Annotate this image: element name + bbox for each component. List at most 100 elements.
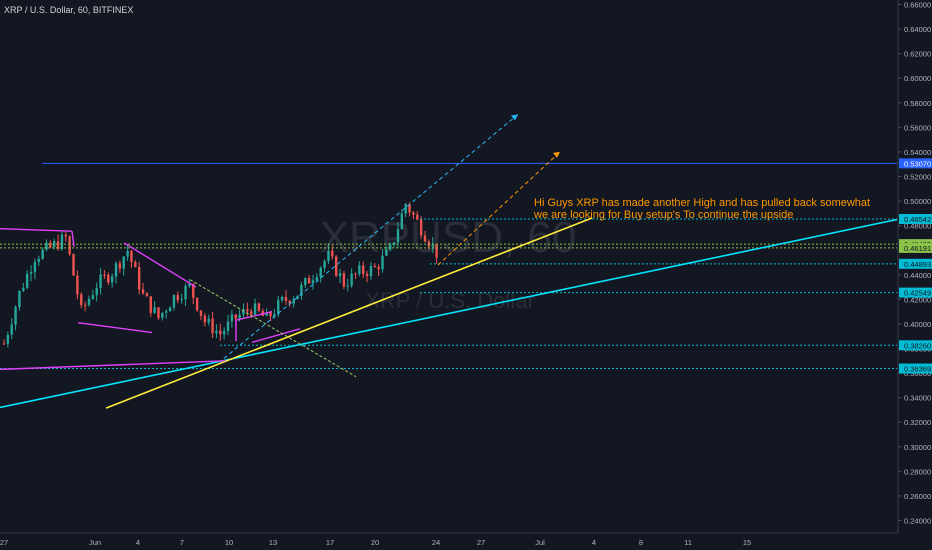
magenta-pattern-line[interactable] <box>0 228 73 232</box>
candle-body <box>107 274 110 283</box>
candle-body <box>358 265 361 274</box>
price-axis-bg[interactable] <box>898 0 932 550</box>
candle-body <box>423 235 427 242</box>
drawings[interactable] <box>0 114 898 409</box>
y-tick-label: 0.56000 <box>904 123 931 132</box>
y-tick-label: 0.30000 <box>904 443 931 452</box>
candle-body <box>219 330 222 335</box>
arrowhead-icon <box>511 114 518 121</box>
candle-body <box>184 286 187 300</box>
price-tag-label: 0.44893 <box>904 260 931 269</box>
candle-body <box>211 318 214 334</box>
candle-body <box>230 314 234 322</box>
y-tick-label: 0.28000 <box>904 467 931 476</box>
y-tick-label: 0.48000 <box>904 222 931 231</box>
candle-body <box>18 290 21 308</box>
candle-body <box>257 303 261 311</box>
candle-body <box>385 249 388 256</box>
candle-body <box>389 244 392 250</box>
y-tick-label: 0.34000 <box>904 394 931 403</box>
candle-body <box>130 250 133 263</box>
candle-body <box>145 293 149 297</box>
magenta-pattern-line[interactable] <box>251 328 301 344</box>
y-tick-label: 0.64000 <box>904 25 931 34</box>
y-tick-label: 0.44000 <box>904 271 931 280</box>
candle-body <box>114 263 118 277</box>
candle-body <box>60 234 64 250</box>
candle-body <box>157 307 160 318</box>
x-tick-label: 10 <box>225 538 233 547</box>
candle-body <box>103 274 106 276</box>
candle-body <box>153 307 156 313</box>
arrowhead-icon <box>553 151 560 158</box>
y-tick-label: 0.24000 <box>904 517 931 526</box>
candle-body <box>250 311 253 315</box>
y-tick-label: 0.66000 <box>904 1 931 10</box>
candle-body <box>68 236 71 255</box>
annotation-line-2: we are looking for Buy setup's To contin… <box>534 209 794 221</box>
candle-body <box>118 263 122 269</box>
magenta-pattern-line[interactable] <box>0 360 226 371</box>
candle-body <box>141 289 145 294</box>
candle-body <box>315 277 319 281</box>
x-tick-label: 27 <box>0 538 8 547</box>
green-dashed-line[interactable] <box>189 279 357 378</box>
candle-body <box>342 273 346 287</box>
yellow-trendline[interactable] <box>105 217 593 409</box>
candle-body <box>165 311 168 313</box>
candle-body <box>25 273 29 288</box>
candle-body <box>10 324 13 335</box>
y-tick-label: 0.26000 <box>904 492 931 501</box>
time-axis-bg[interactable] <box>0 533 932 550</box>
candle-body <box>2 343 6 345</box>
annotation-line-1: Hi Guys XRP has made another High and ha… <box>534 197 871 209</box>
price-tag <box>899 158 932 169</box>
candle-body <box>49 242 52 248</box>
candle-body <box>64 234 67 237</box>
y-tick-label: 0.52000 <box>904 173 931 182</box>
candle-body <box>234 314 237 319</box>
candle-body <box>431 244 434 247</box>
candle-body <box>354 273 357 275</box>
candle-body <box>300 285 303 296</box>
x-tick-label: 17 <box>326 538 334 547</box>
x-tick-label: 20 <box>371 538 379 547</box>
magenta-pattern-line[interactable] <box>235 310 273 321</box>
candle-body <box>87 298 91 305</box>
candle-body <box>134 262 137 268</box>
price-tag <box>899 213 932 224</box>
interval-label: 60 <box>77 5 88 15</box>
candle-body <box>126 250 129 257</box>
x-tick-label: 4 <box>136 538 140 547</box>
magenta-pattern-line[interactable] <box>123 242 197 288</box>
candle-body <box>83 304 87 306</box>
candle-body <box>311 280 315 284</box>
x-tick-label: 11 <box>684 538 692 547</box>
candle-body <box>284 296 288 301</box>
annotation-text[interactable]: Hi Guys XRP has made another High and ha… <box>534 197 870 221</box>
price-tag-label: 0.46191 <box>904 244 931 253</box>
candle-body <box>122 256 125 269</box>
candle-body <box>29 272 33 274</box>
x-tick-label: 4 <box>592 538 596 547</box>
magenta-pattern-line[interactable] <box>71 231 75 247</box>
candle-body <box>95 287 98 296</box>
candle-body <box>327 250 330 262</box>
price-tag-label: 0.53070 <box>904 159 931 168</box>
candle-body <box>373 265 376 268</box>
candle-body <box>99 274 102 288</box>
candle-body <box>238 314 241 319</box>
candle-body <box>365 273 369 277</box>
candle-body <box>323 261 326 268</box>
magenta-pattern-line[interactable] <box>77 322 153 334</box>
candle-body <box>331 250 334 257</box>
candle-body <box>80 294 83 305</box>
candle-body <box>304 278 307 286</box>
candle-body <box>53 241 56 248</box>
cyan-trendline[interactable] <box>0 218 898 409</box>
candle-body <box>168 307 172 312</box>
blue-projection-arrow[interactable] <box>223 114 519 359</box>
candle-body <box>33 261 37 273</box>
